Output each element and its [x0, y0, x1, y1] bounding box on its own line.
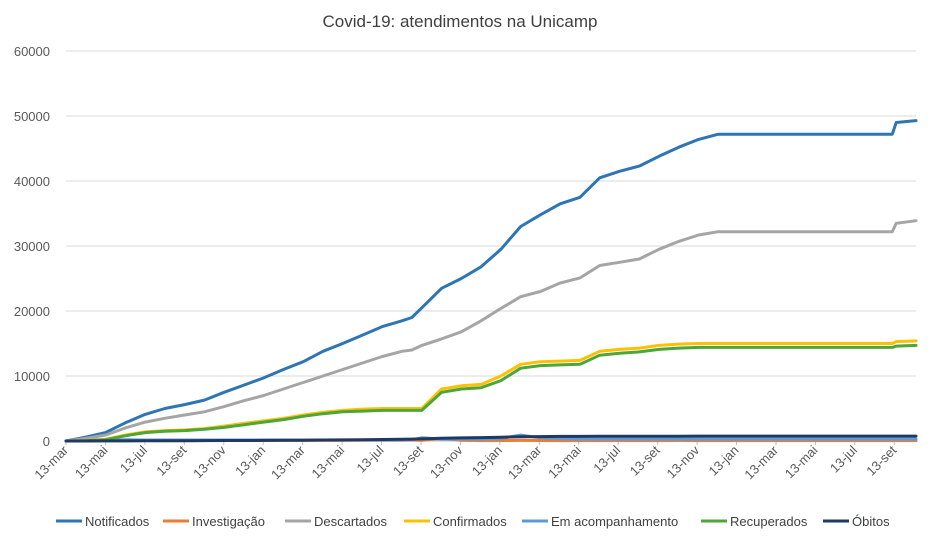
y-tick-label: 0 [43, 434, 50, 449]
series-line-0 [64, 119, 918, 443]
y-tick-label: 20000 [14, 304, 50, 319]
y-tick-label: 50000 [14, 109, 50, 124]
y-tick-label: 60000 [14, 44, 50, 59]
y-tick-label: 30000 [14, 239, 50, 254]
series-line-2 [64, 219, 918, 443]
legend-label: Investigação [192, 514, 265, 529]
series-lines [64, 119, 918, 443]
legend-label: Em acompanhamento [551, 514, 678, 529]
y-tick-label: 10000 [14, 369, 50, 384]
legend-label: Confirmados [433, 514, 507, 529]
legend: Notificados Investigação Descartados Confir… [56, 514, 890, 529]
y-axis-ticks: 0 10000 20000 30000 40000 50000 60000 [14, 44, 50, 449]
series-line-5 [64, 343, 918, 443]
y-tick-label: 40000 [14, 174, 50, 189]
legend-label: Óbitos [852, 514, 890, 529]
series-line-6 [64, 434, 918, 443]
legend-label: Recuperados [730, 514, 808, 529]
chart-title: Covid-19: atendimentos na Unicamp [323, 12, 598, 31]
legend-label: Descartados [314, 514, 387, 529]
gridlines [66, 50, 916, 377]
legend-label: Notificados [85, 514, 150, 529]
